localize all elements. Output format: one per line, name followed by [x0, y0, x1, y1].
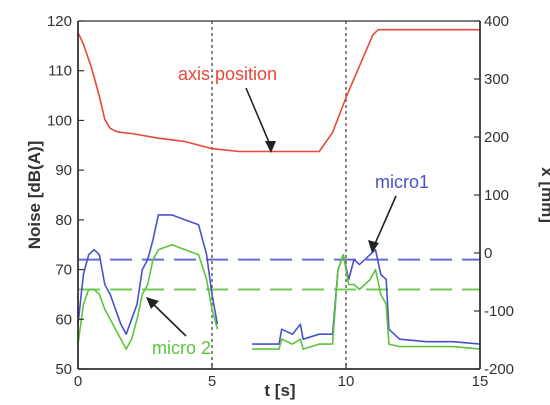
left-tick-label: 120: [47, 13, 72, 30]
left-tick-label: 70: [55, 262, 72, 279]
y-axis-label-right: x [mm]: [538, 167, 550, 223]
series-line-micro-2: [77, 243, 481, 350]
left-tick-label: 60: [55, 311, 72, 328]
x-tick-label: 10: [338, 373, 355, 390]
reference-lines: [78, 258, 480, 291]
annotation-arrowhead-axis-position: [265, 141, 276, 153]
annotation-micro1: micro1: [375, 172, 429, 192]
annotation-arrow-micro1: [373, 195, 397, 247]
annotation-arrow-axis-position: [245, 87, 272, 148]
annotation-arrowhead-micro2: [146, 297, 159, 309]
left-tick-label: 80: [55, 212, 72, 229]
right-tick-label: 400: [484, 13, 509, 30]
left-tick-label: 90: [55, 162, 72, 179]
right-tick-label: 300: [484, 71, 509, 88]
right-tick-label: -200: [484, 361, 514, 378]
x-tick-label: 0: [74, 373, 82, 390]
x-axis-label: t [s]: [264, 381, 295, 400]
right-tick-label: 0: [484, 245, 492, 262]
annotation-layer: axis position micro1 micro 2: [146, 64, 429, 358]
y-axis-label-left: Noise [dB(A)]: [25, 141, 44, 250]
annotation-arrow-micro2: [150, 301, 187, 337]
series-layer: [77, 28, 481, 350]
left-tick-label: 50: [55, 361, 72, 378]
left-tick-label: 100: [47, 112, 72, 129]
x-tick-label: 5: [208, 373, 216, 390]
annotation-micro2: micro 2: [152, 338, 211, 358]
x-tick-label: 15: [472, 373, 489, 390]
series-line-micro1: [77, 214, 481, 345]
series-line-axis-position: [77, 28, 480, 153]
ticks-layer: 5060708090100110120-200-1000100200300400…: [25, 13, 550, 400]
right-tick-label: -100: [484, 303, 514, 320]
right-tick-label: 100: [484, 187, 509, 204]
right-tick-label: 200: [484, 129, 509, 146]
annotation-arrowhead-micro1: [368, 240, 379, 253]
annotation-axis-position: axis position: [178, 64, 277, 84]
left-tick-label: 110: [48, 63, 72, 80]
